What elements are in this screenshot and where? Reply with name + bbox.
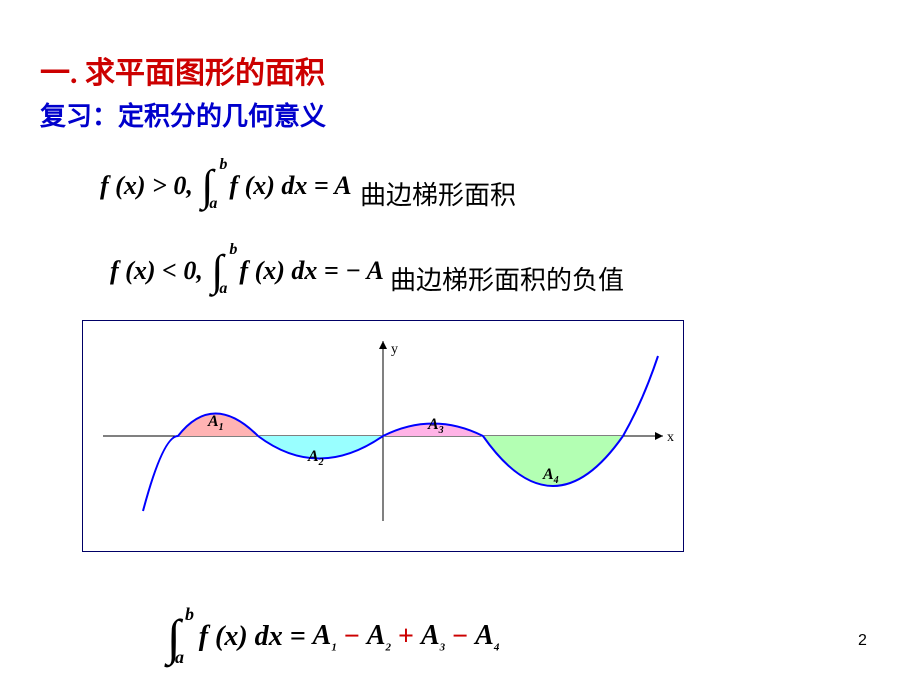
term-a1: A1 — [313, 620, 337, 654]
int2-lower: a — [219, 280, 227, 298]
int1-upper: b — [219, 156, 227, 174]
int1-lower: a — [209, 195, 217, 213]
subtitle: 复习：定积分的几何意义 — [40, 96, 326, 133]
integrand1: f (x) dx = A — [229, 171, 351, 201]
term-a3: A3 — [421, 620, 445, 654]
term-a2: A2 — [367, 620, 391, 654]
op-minus-2: − — [445, 621, 475, 653]
term-a4: A4 — [475, 620, 499, 654]
integrand2: f (x) dx = − A — [239, 256, 383, 286]
y-label: y — [391, 342, 398, 357]
label-2: 曲边梯形面积的负值 — [390, 260, 624, 297]
y-arrow — [379, 341, 387, 349]
chart-svg: y x A1 A2 A3 A4 — [83, 321, 683, 551]
op-minus-1: − — [337, 621, 367, 653]
cond2: f (x) < 0, — [110, 256, 209, 286]
integral-2: ∫ b a — [211, 245, 223, 296]
int2-upper: b — [229, 241, 237, 259]
integral-1: ∫ b a — [201, 160, 213, 211]
label2-text: 曲边梯形面积的负值 — [390, 266, 624, 295]
integral-bottom: ∫ b a — [167, 608, 181, 666]
page-number-text: 2 — [858, 632, 867, 649]
intb-lower: a — [175, 647, 184, 668]
main-title-text: 一. 求平面图形的面积 — [40, 57, 325, 90]
main-title: 一. 求平面图形的面积 — [40, 48, 325, 92]
intb-upper: b — [185, 604, 194, 625]
label-1: 曲边梯形面积 — [360, 175, 516, 212]
lhs: f (x) dx = — [199, 621, 313, 653]
formula-line-2: f (x) < 0, ∫ b a f (x) dx = − A — [110, 245, 384, 296]
cond1: f (x) > 0, — [100, 171, 199, 201]
label1-text: 曲边梯形面积 — [360, 181, 516, 210]
chart: y x A1 A2 A3 A4 — [82, 320, 684, 552]
x-label: x — [667, 430, 674, 445]
x-arrow — [655, 432, 663, 440]
formula-line-1: f (x) > 0, ∫ b a f (x) dx = A — [100, 160, 352, 211]
subtitle-text: 复习：定积分的几何意义 — [40, 102, 326, 131]
bottom-formula: ∫ b a f (x) dx = A1 − A2 + A3 − A4 — [165, 608, 499, 666]
page-number: 2 — [858, 632, 867, 650]
op-plus: + — [391, 621, 421, 653]
